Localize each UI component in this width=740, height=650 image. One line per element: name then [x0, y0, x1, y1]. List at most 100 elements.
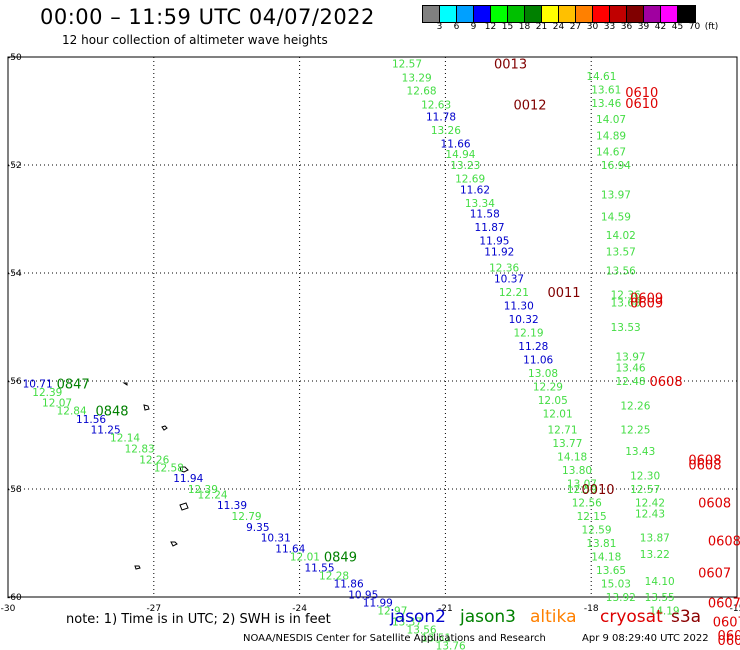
wave-height-point: 11.25 — [91, 425, 121, 437]
y-tick-label: -50 — [7, 53, 22, 63]
y-tick-label: -58 — [7, 485, 22, 495]
wave-height-point: 12.69 — [455, 174, 485, 186]
color-scale-bar — [422, 5, 696, 23]
wave-height-point: 12.19 — [513, 327, 543, 339]
color-scale-label: 12 — [484, 22, 497, 32]
legend-cryosat: cryosat — [600, 607, 663, 627]
color-scale-label: 42 — [654, 22, 667, 32]
wave-height-point: 13.65 — [596, 565, 626, 577]
wave-height-point: 13.77 — [552, 438, 582, 450]
wave-height-point: 12.43 — [635, 508, 665, 520]
wave-height-point: 12.36 — [489, 263, 519, 275]
wave-height-point: 14.18 — [557, 452, 587, 464]
wave-height-point: 11.64 — [275, 543, 305, 555]
wave-height-point: 12.29 — [533, 381, 563, 393]
wave-height-point: 12.59 — [581, 525, 611, 537]
color-swatch — [440, 6, 457, 22]
wave-height-point: 10.31 — [261, 533, 291, 545]
island-outline — [143, 404, 150, 411]
wave-height-point: 12.39 — [188, 484, 218, 496]
wave-height-point: 11.95 — [479, 236, 509, 248]
page-subtitle: 12 hour collection of altimeter wave hei… — [62, 33, 328, 47]
color-swatch — [610, 6, 627, 22]
wave-height-point: 13.76 — [436, 641, 466, 650]
color-scale-label: 24 — [552, 22, 565, 32]
wave-height-point: 12.21 — [499, 287, 529, 299]
pass-time-label: 0608 — [688, 453, 721, 468]
wave-height-point: 12.25 — [620, 425, 650, 437]
x-tick-label: -15 — [730, 604, 740, 614]
wave-height-point: 10.32 — [509, 314, 539, 326]
pass-time-label: 0849 — [324, 551, 357, 566]
color-scale-label: 6 — [453, 22, 460, 32]
wave-height-point: 13.57 — [606, 246, 636, 258]
wave-height-point: 14.67 — [596, 147, 626, 159]
color-scale-label: 36 — [620, 22, 633, 32]
pass-time-label: 0610 — [625, 86, 658, 101]
wave-height-point: 13.08 — [528, 368, 558, 380]
color-scale-labels: 3 6 9 12 15 18 21 24 27 30 33 36 39 42 45 70 (ft) — [422, 22, 740, 34]
legend-altika: altika — [530, 607, 577, 627]
wave-height-point: 13.46 — [591, 98, 621, 110]
color-scale-label: 30 — [586, 22, 599, 32]
color-scale-label: (ft) — [704, 22, 719, 32]
wave-height-point: 11.87 — [475, 222, 505, 234]
land-outlines — [122, 382, 189, 570]
pass-time-label: 0608 — [688, 459, 721, 474]
pass-time-label: 0013 — [494, 57, 527, 72]
color-swatch — [678, 6, 695, 22]
wave-height-point: 10.71 — [23, 379, 53, 391]
wave-height-point: 13.97 — [616, 352, 646, 364]
pass-time-label: 0607 — [718, 634, 740, 649]
wave-height-point: 12.63 — [421, 100, 451, 112]
wave-height-point: 12.58 — [154, 462, 184, 474]
footer-note: note: 1) Time is in UTC; 2) SWH is in fe… — [66, 612, 331, 627]
pass-time-label: 0010 — [581, 483, 614, 498]
wave-height-point: 13.80 — [562, 465, 592, 477]
wave-height-point: 12.01 — [543, 408, 573, 420]
x-tick-label: -21 — [438, 604, 453, 614]
wave-height-point: 11.28 — [518, 341, 548, 353]
pass-time-label: 0012 — [513, 99, 546, 114]
track-jason3: 10.7112.3912.0712.8411.5611.2512.1412.83… — [23, 378, 466, 650]
wave-height-point: 13.68 — [611, 298, 641, 310]
wave-height-point: 13.55 — [645, 592, 675, 604]
color-swatch — [457, 6, 474, 22]
wave-height-point: 12.30 — [630, 471, 660, 483]
color-scale-label: 45 — [671, 22, 684, 32]
legend-s3a: s3a — [671, 607, 702, 627]
wave-height-point: 13.97 — [601, 190, 631, 202]
wave-height-point: 13.51 — [421, 633, 451, 645]
wave-height-point: 12.84 — [57, 406, 87, 418]
wave-height-point: 12.57 — [630, 484, 660, 496]
wave-height-point: 12.56 — [572, 498, 602, 510]
wave-height-point: 14.61 — [586, 71, 616, 83]
grid-lines — [8, 57, 737, 597]
wave-height-point: 11.55 — [304, 562, 334, 574]
wave-height-point: 14.18 — [591, 552, 621, 564]
wave-height-point: 11.58 — [470, 209, 500, 221]
island-outline — [134, 565, 141, 570]
color-swatch — [474, 6, 491, 22]
wave-height-point: 15.03 — [601, 579, 631, 591]
legend-jason3: jason3 — [460, 607, 516, 627]
wave-height-point: 12.59 — [567, 484, 597, 496]
island-outline — [161, 425, 168, 431]
wave-height-point: 10.37 — [494, 273, 524, 285]
color-swatch — [525, 6, 542, 22]
wave-height-point: 13.61 — [591, 84, 621, 96]
pass-time-label: 0607 — [708, 596, 740, 611]
wave-height-point: 11.62 — [460, 184, 490, 196]
wave-height-point: 14.89 — [596, 130, 626, 142]
color-swatch — [542, 6, 559, 22]
color-swatch — [491, 6, 508, 22]
wave-height-point: 12.68 — [407, 85, 437, 97]
page-title: 00:00 – 11:59 UTC 04/07/2022 — [40, 5, 375, 29]
wave-height-point: 13.53 — [611, 322, 641, 334]
wave-height-point: 12.42 — [635, 498, 665, 510]
pass-time-label: 0607 — [718, 629, 740, 644]
pass-time-label: 0607 — [698, 567, 731, 582]
island-outline — [179, 502, 189, 511]
wave-height-point: 11.86 — [334, 579, 364, 591]
